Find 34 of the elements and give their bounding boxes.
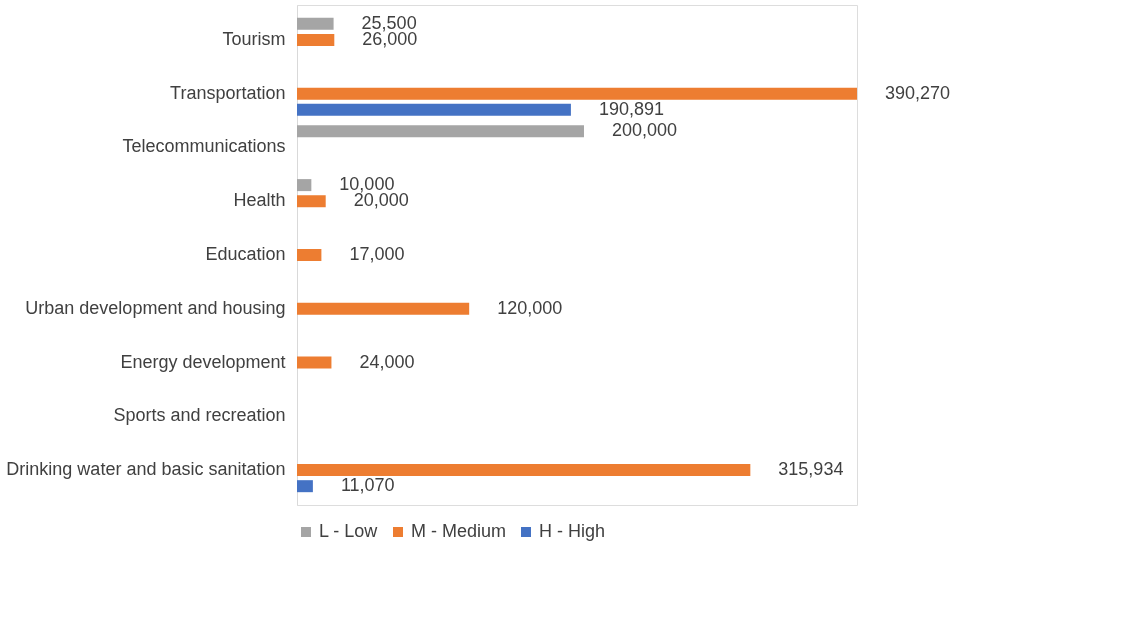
- legend-label: L - Low: [319, 521, 379, 541]
- legend-label: M - Medium: [411, 521, 507, 541]
- legend-label: H - High: [539, 521, 606, 541]
- bar: [297, 195, 326, 208]
- y-tick-label: Education: [205, 244, 286, 264]
- y-tick-label: Sports and recreation: [113, 405, 286, 426]
- data-label: 315,934: [778, 459, 844, 480]
- data-label: 190,891: [598, 98, 664, 119]
- y-tick-label: Telecommunications: [122, 136, 286, 157]
- y-tick-label: Urban development and housing: [25, 297, 286, 318]
- y-tick-label: Energy development: [120, 351, 286, 372]
- bar: [297, 125, 584, 138]
- bar: [297, 17, 334, 30]
- data-label: 24,000: [359, 351, 415, 372]
- data-label: 10,000: [339, 174, 395, 195]
- bar: [297, 249, 322, 261]
- bar: [297, 356, 332, 369]
- y-tick-label: Drinking water and basic sanitation: [6, 459, 286, 480]
- data-label: 25,500: [361, 12, 417, 33]
- bar: [297, 33, 335, 46]
- bar: [297, 87, 857, 100]
- bar: [297, 464, 751, 477]
- data-label: 390,270: [885, 82, 951, 103]
- bar: [297, 179, 312, 192]
- data-label: 120,000: [497, 297, 563, 318]
- bar: [297, 103, 571, 116]
- data-label: 11,070: [340, 475, 395, 496]
- y-tick-label: Health: [233, 190, 286, 211]
- y-tick-label: Transportation: [170, 82, 286, 103]
- bar: [297, 302, 470, 315]
- y-tick-label: Tourism: [222, 28, 286, 49]
- data-label: 17,000: [349, 244, 405, 264]
- bar: [297, 480, 313, 493]
- data-label: 200,000: [611, 120, 678, 141]
